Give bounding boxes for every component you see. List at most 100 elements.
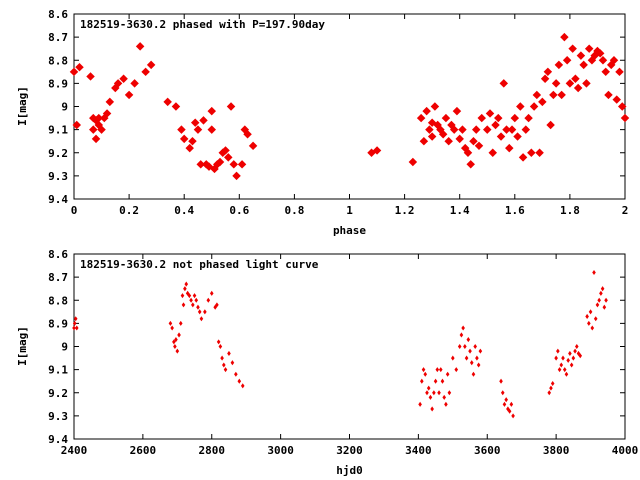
data-point	[576, 51, 586, 60]
data-point	[476, 362, 481, 368]
data-point	[229, 160, 239, 169]
x-tick-label: 1.6	[505, 204, 525, 217]
data-point	[119, 74, 128, 83]
data-point	[509, 401, 514, 407]
data-point	[600, 286, 605, 292]
y-tick-label: 9.2	[48, 147, 68, 160]
y-tick-label: 8.9	[48, 317, 68, 330]
data-point	[427, 132, 437, 141]
data-point	[574, 343, 579, 350]
data-point	[216, 339, 221, 345]
y-tick-label: 9.3	[48, 410, 68, 423]
data-point	[194, 297, 199, 303]
x-tick-label: 1.2	[395, 204, 415, 217]
data-point	[459, 332, 464, 338]
data-point	[437, 390, 441, 396]
data-point	[178, 320, 183, 326]
data-point	[192, 293, 197, 299]
data-point	[593, 316, 598, 322]
data-point	[500, 390, 505, 396]
data-point	[485, 109, 495, 118]
data-point	[420, 378, 424, 384]
data-point	[418, 401, 422, 407]
data-point	[141, 67, 150, 77]
x-tick-label: 2	[622, 204, 629, 217]
data-point	[113, 79, 123, 88]
data-point	[451, 355, 455, 361]
data-point	[86, 72, 95, 81]
data-point	[464, 355, 469, 361]
data-point	[243, 130, 252, 139]
data-point	[69, 67, 79, 77]
x-tick-label: 4000	[612, 444, 639, 457]
data-point	[507, 408, 512, 414]
data-point	[207, 106, 216, 116]
data-point	[499, 378, 503, 384]
data-point	[430, 102, 440, 111]
data-point	[173, 343, 177, 350]
x-tick-label: 3200	[336, 444, 363, 457]
data-point	[562, 367, 567, 373]
data-point	[595, 302, 600, 308]
data-point	[615, 67, 624, 77]
y-tick-label: 9.4	[48, 193, 68, 206]
x-axis-label: hjd0	[336, 464, 363, 477]
data-point	[592, 269, 596, 276]
data-point	[221, 146, 230, 155]
y-tick-label: 8.8	[48, 54, 68, 67]
data-point	[597, 297, 601, 303]
data-point	[187, 293, 192, 299]
data-point	[475, 355, 479, 361]
y-tick-label: 9.2	[48, 387, 68, 400]
chart-panel-2: 2400 2600 2800 3000 3200 3400 3600 3800 4000 8.6 8…	[16, 248, 638, 477]
x-tick-label: 2800	[199, 444, 226, 457]
data-point	[620, 113, 630, 123]
data-point	[226, 102, 236, 111]
data-point	[466, 337, 471, 343]
x-tick-label: 0	[71, 204, 78, 217]
x-tick-label: 3800	[543, 444, 570, 457]
data-point	[179, 134, 189, 144]
data-point	[74, 325, 79, 331]
data-point	[584, 44, 594, 53]
data-point	[163, 97, 172, 107]
data-point	[471, 371, 476, 377]
data-point	[438, 367, 443, 373]
data-point	[573, 83, 583, 93]
data-point	[423, 371, 428, 377]
data-point	[185, 143, 194, 153]
data-point	[599, 290, 603, 296]
data-point	[240, 383, 245, 389]
chart-panel-1: 0 0.2 0.4 0.6 0.8 1 1.2 1.4 1.6 1.8 2 8.6 8.7 8.8 8.9 9…	[16, 8, 630, 237]
data-point	[191, 302, 195, 308]
data-point	[435, 367, 440, 373]
data-point	[452, 106, 462, 116]
y-axis-label: I[mag]	[16, 326, 29, 366]
data-point	[488, 148, 498, 157]
data-point	[105, 97, 115, 107]
data-point	[230, 360, 235, 366]
data-point	[513, 132, 522, 141]
data-point	[215, 157, 225, 167]
data-point	[604, 297, 608, 303]
x-tick-label: 1.8	[560, 204, 580, 217]
data-point	[213, 304, 217, 310]
data-point	[604, 90, 613, 100]
data-point	[587, 320, 591, 326]
x-tick-label: 1.4	[450, 204, 470, 217]
data-point	[189, 297, 193, 303]
data-point	[468, 348, 472, 354]
data-point	[499, 79, 509, 88]
data-point	[422, 106, 431, 116]
data-point	[440, 378, 445, 384]
data-point	[206, 297, 211, 303]
data-point	[505, 143, 514, 153]
data-point	[590, 325, 595, 331]
data-point	[507, 125, 517, 134]
data-point	[438, 130, 448, 139]
data-point	[461, 325, 465, 331]
x-tick-label: 0.2	[119, 204, 139, 217]
data-point	[538, 97, 547, 107]
data-point	[455, 134, 464, 144]
